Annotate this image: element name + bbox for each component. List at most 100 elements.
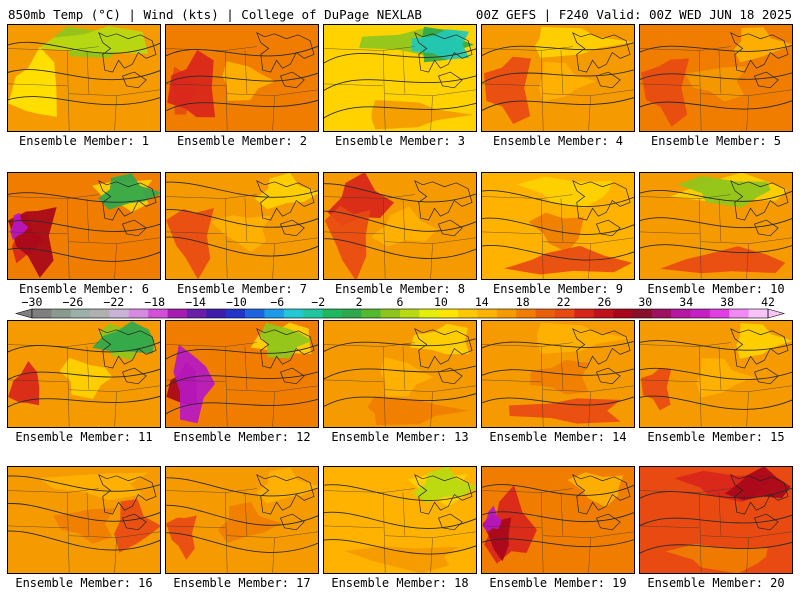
state-borders	[324, 194, 476, 279]
temperature-field	[640, 467, 792, 573]
colorbar-swatch	[70, 309, 91, 318]
colorbar-swatch	[264, 309, 285, 318]
temperature-fill-region	[380, 357, 434, 397]
ensemble-map-panel-2	[165, 24, 319, 132]
temperature-colorbar: −30 −26 −22 −18 −14 −10 −6 −2 2 6 10 14 18 22 26 30 34 38…	[0, 296, 800, 326]
temperature-fill-region	[166, 208, 214, 279]
temperature-field	[640, 25, 792, 131]
great-lakes-outline	[256, 32, 315, 89]
ensemble-map-panel-15	[639, 320, 793, 428]
ensemble-member-label: Ensemble Member: 13	[331, 430, 469, 444]
ensemble-map-panel-13	[323, 320, 477, 428]
state-borders	[482, 488, 634, 573]
height-contour	[324, 183, 476, 203]
height-contour	[482, 96, 634, 112]
height-contour	[482, 42, 634, 57]
temperature-fill-region	[59, 358, 113, 399]
colorbar-swatch	[322, 309, 343, 318]
temperature-fill-region	[660, 246, 786, 274]
colorbar-swatch	[51, 309, 72, 318]
height-contour	[8, 69, 160, 81]
ensemble-map-panel-6	[7, 172, 161, 280]
great-lakes-outline	[730, 474, 789, 531]
height-contour	[324, 102, 476, 119]
ensemble-map-panel-16	[7, 466, 161, 574]
model-run-info: 00Z GEFS | F240 Valid: 00Z WED JUN 18 20…	[475, 7, 792, 22]
colorbar-swatch	[400, 309, 420, 318]
state-borders	[640, 342, 792, 427]
colorbar-swatch	[245, 309, 265, 318]
height-contour	[324, 511, 476, 529]
temperature-fill-region	[685, 66, 747, 102]
temperature-fill-region	[259, 322, 313, 359]
state-borders	[482, 194, 634, 279]
temperature-field	[8, 321, 160, 427]
colorbar-high-arrow	[767, 308, 786, 319]
ensemble-member-label: Ensemble Member: 11	[15, 430, 153, 444]
great-lakes-outline	[572, 328, 631, 385]
colorbar-tick-label: 42	[761, 296, 775, 309]
height-contour	[640, 367, 792, 380]
colorbar-swatch	[516, 309, 536, 318]
ensemble-map-panel-8	[323, 172, 477, 280]
ensemble-member-label: Ensemble Member: 12	[173, 430, 311, 444]
height-contour	[640, 340, 792, 351]
state-borders	[324, 488, 476, 573]
state-borders	[8, 194, 160, 279]
temperature-fill-region	[344, 546, 460, 573]
ensemble-map-panel-11	[7, 320, 161, 428]
temperature-fill-region	[254, 173, 318, 210]
temperature-fill-region	[8, 46, 57, 117]
temperature-fill-region	[567, 472, 624, 508]
height-contour	[482, 511, 634, 523]
height-contour	[324, 484, 476, 501]
colorbar-swatch	[729, 309, 749, 318]
temperature-fill-region	[504, 245, 633, 275]
ensemble-member-label: Ensemble Member: 17	[173, 576, 311, 590]
height-contour	[640, 100, 792, 110]
height-contour	[640, 244, 792, 254]
temperature-fill-region	[724, 467, 791, 501]
temperature-field	[166, 173, 318, 279]
colorbar-tick-label: 18	[516, 296, 530, 309]
height-contour	[324, 210, 476, 232]
ensemble-member-label: Ensemble Member: 6	[18, 282, 150, 296]
height-contour	[482, 190, 634, 207]
temperature-fill-region	[371, 206, 439, 247]
temperature-field	[324, 321, 476, 427]
ensemble-map-panel-5	[639, 24, 793, 132]
height-contour	[8, 530, 160, 551]
colorbar-swatch	[709, 309, 730, 318]
colorbar-swatch	[419, 309, 440, 318]
state-borders	[166, 194, 318, 279]
temperature-fill-region	[324, 205, 371, 279]
height-contour	[324, 75, 476, 92]
height-contour	[166, 236, 318, 257]
temperature-fill-region	[10, 212, 29, 240]
ensemble-map-panel-18	[323, 466, 477, 574]
height-contour	[166, 45, 318, 57]
temperature-field	[8, 173, 160, 279]
state-borders	[324, 342, 476, 427]
colorbar-tick-label: 14	[475, 296, 489, 309]
ensemble-member-label: Ensemble Member: 20	[647, 576, 785, 590]
height-contour	[166, 371, 318, 388]
colorbar-swatch	[283, 309, 304, 318]
height-contour	[8, 192, 160, 203]
colorbar-tick-label: 26	[597, 296, 611, 309]
height-contour	[8, 96, 160, 106]
temperature-fill-region	[538, 62, 596, 102]
map-title: 850mb Temp (°C) | Wind (kts) | College o…	[8, 7, 422, 22]
height-contour	[324, 392, 476, 408]
ensemble-member-label: Ensemble Member: 7	[176, 282, 308, 296]
temperature-fill-region	[411, 29, 470, 60]
ensemble-map-panel-19	[481, 466, 635, 574]
great-lakes-outline	[414, 32, 473, 89]
temperature-field	[640, 173, 792, 279]
height-contour	[482, 69, 634, 84]
colorbar-swatch	[477, 309, 498, 318]
height-contour	[166, 344, 318, 360]
temperature-fill-region	[92, 321, 155, 354]
ensemble-member-label: Ensemble Member: 15	[647, 430, 785, 444]
colorbar-svg: −30 −26 −22 −18 −14 −10 −6 −2 2 6 10 14 18 22 26 30 34 38…	[14, 296, 786, 319]
